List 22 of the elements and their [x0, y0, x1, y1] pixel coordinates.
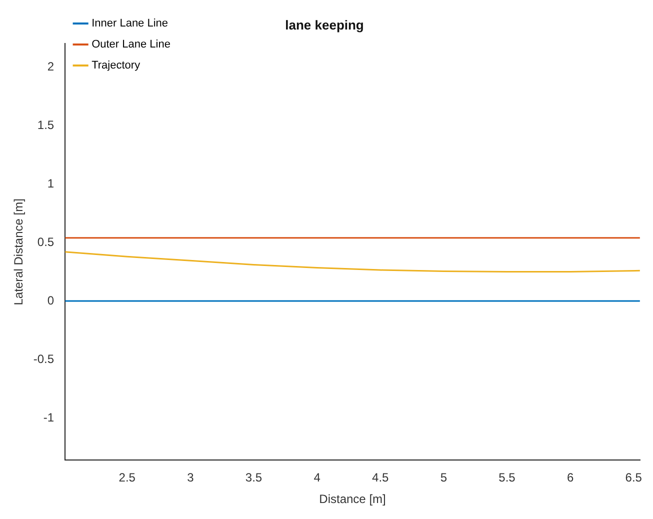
y-tick-label: 2	[47, 59, 54, 74]
x-tick-label: 5	[440, 470, 448, 485]
x-axis-title: Distance [m]	[319, 492, 386, 506]
x-tick-label: 6.5	[625, 470, 642, 485]
y-tick-label: -1	[43, 410, 54, 424]
x-tick-label: 6	[566, 470, 574, 485]
x-tick-label: 5.5	[498, 470, 516, 485]
x-tick-label: 3	[187, 470, 194, 485]
y-tick-label: 1.5	[37, 118, 54, 132]
x-tick-label: 4.5	[372, 470, 390, 485]
y-tick-label: -0.5	[33, 352, 54, 366]
legend-label: Outer Lane Line	[92, 38, 170, 51]
x-tick-label: 2.5	[118, 470, 136, 485]
x-tick-label: 3.5	[245, 470, 262, 485]
legend-label: Trajectory	[92, 60, 141, 72]
y-tick-label: 0.5	[37, 234, 54, 249]
y-tick-label: 0	[47, 293, 54, 308]
y-axis-title: Lateral Distance [m]	[12, 198, 26, 306]
legend-label: Inner Lane Line	[92, 18, 168, 30]
y-tick-label: 1	[47, 176, 54, 190]
x-tick-label: 4	[314, 470, 321, 485]
chart-title: lane keeping	[285, 17, 364, 32]
